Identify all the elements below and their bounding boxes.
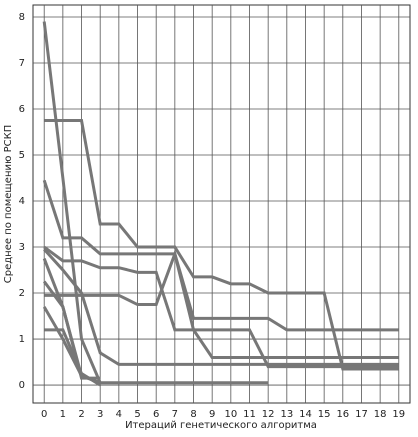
- y-tick-label: 1: [19, 334, 25, 345]
- y-tick-label: 2: [19, 288, 25, 299]
- x-tick-label: 1: [60, 409, 66, 420]
- y-tick-label: 4: [19, 196, 25, 207]
- plot-frame: [32, 4, 411, 404]
- x-tick-label: 6: [153, 409, 159, 420]
- y-tick-label: 3: [19, 242, 25, 253]
- y-tick-label: 6: [19, 104, 25, 115]
- series-line: [43, 245, 399, 369]
- series-line: [42, 306, 101, 385]
- y-tick-label: 0: [19, 380, 25, 391]
- x-tick-label: 14: [299, 409, 312, 420]
- y-tick-label: 7: [19, 58, 25, 69]
- y-tick-label: 8: [19, 12, 25, 23]
- x-tick-label: 11: [243, 409, 256, 420]
- series-line: [44, 118, 399, 371]
- x-tick-label: 3: [97, 409, 103, 420]
- x-tick-label: 19: [392, 409, 405, 420]
- series-line: [42, 21, 269, 385]
- x-tick-label: 8: [190, 409, 196, 420]
- series-line: [42, 179, 399, 332]
- x-tick-label: 2: [78, 409, 84, 420]
- x-tick-label: 7: [172, 409, 178, 420]
- x-tick-label: 15: [318, 409, 331, 420]
- x-tick-label: 0: [41, 409, 47, 420]
- y-axis-label: Среднее по помещению РСКП: [3, 125, 14, 283]
- y-tick-label: 5: [19, 150, 25, 161]
- x-tick-label: 13: [280, 409, 293, 420]
- series-line: [44, 248, 399, 359]
- x-tick-label: 12: [262, 409, 275, 420]
- x-tick-label: 18: [374, 409, 387, 420]
- x-tick-label: 17: [355, 409, 368, 420]
- x-tick-label: 5: [134, 409, 140, 420]
- x-tick-label: 9: [209, 409, 215, 420]
- x-tick-label: 10: [224, 409, 237, 420]
- x-axis-label: Итераций генетического алгоритма: [125, 420, 317, 431]
- series-line: [43, 248, 399, 366]
- x-tick-label: 16: [336, 409, 349, 420]
- x-tick-label: 4: [116, 409, 122, 420]
